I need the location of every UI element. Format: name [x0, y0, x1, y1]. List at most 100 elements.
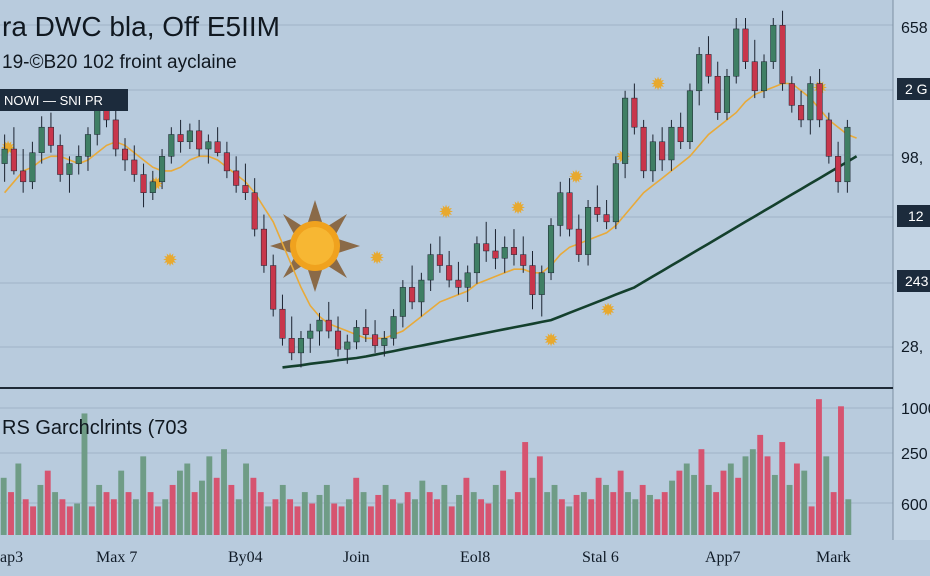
chart-subtitle: 19-©B20 102 froint ayclaine	[2, 52, 237, 73]
candle-body	[57, 145, 64, 175]
volume-bar	[764, 456, 771, 535]
volume-bar	[412, 499, 418, 535]
volume-bar	[228, 484, 235, 535]
y-badge-label: 12	[908, 208, 924, 224]
volume-bar	[419, 480, 426, 535]
candle-body	[492, 250, 499, 259]
candle-body	[353, 327, 360, 343]
ma-slow-line	[282, 155, 858, 369]
candle	[325, 301, 332, 339]
candle-body	[520, 254, 527, 266]
candle-body	[751, 61, 758, 92]
legend-tag: NOWI — SNI PR	[4, 93, 103, 108]
candle	[362, 309, 369, 342]
candle-body	[316, 319, 323, 332]
volume-bar	[331, 503, 338, 535]
volume-bar	[360, 492, 367, 535]
candle-body	[714, 75, 721, 113]
volume-title: RS Garchclrints (703	[2, 417, 188, 439]
candle-body	[835, 156, 842, 183]
candle-body	[362, 327, 369, 335]
moving-averages	[3, 82, 858, 369]
candle-body	[1, 148, 8, 164]
candle-body	[427, 254, 434, 281]
x-tick-label: Max 7	[96, 549, 137, 566]
candle	[112, 105, 119, 157]
volume-bar	[118, 470, 125, 535]
volume-bar	[0, 477, 7, 535]
volume-bar	[279, 484, 286, 535]
volume-bar	[345, 499, 352, 535]
candle	[520, 236, 527, 273]
volume-bar	[177, 470, 183, 535]
volume-bar	[272, 499, 279, 535]
candle-body	[473, 243, 480, 274]
candle	[603, 200, 610, 230]
candle	[649, 134, 656, 182]
candle-body	[159, 156, 166, 183]
y-badge-label: 243	[905, 273, 929, 289]
volume-bar	[661, 492, 668, 535]
candle	[140, 163, 147, 208]
candle-body	[112, 119, 119, 150]
volume-bar	[691, 474, 698, 535]
x-tick-label: Eol8	[460, 549, 490, 566]
volume-bar	[96, 484, 103, 535]
candle	[446, 250, 453, 288]
volume-bar	[544, 492, 551, 535]
candle	[75, 145, 82, 175]
volume-bar	[632, 499, 639, 535]
candle-body	[288, 338, 295, 354]
candle-body	[779, 25, 786, 84]
volume-bar	[338, 506, 345, 535]
candle-body	[131, 159, 138, 175]
candle-body	[446, 265, 453, 281]
candle	[29, 141, 36, 190]
volume-bar	[8, 492, 14, 535]
volume-bar	[625, 492, 631, 535]
candle	[297, 331, 305, 368]
x-tick-label: ap3	[0, 549, 23, 566]
volume-bar	[647, 494, 653, 535]
volume-bar	[823, 456, 830, 535]
candle	[121, 138, 129, 171]
volume-bar	[507, 499, 514, 535]
candle-body	[649, 141, 656, 172]
candle	[492, 229, 499, 270]
volume-bar	[125, 492, 132, 535]
candle	[427, 243, 434, 291]
candle	[38, 116, 45, 164]
candle	[825, 112, 832, 164]
legend-tag-box	[0, 89, 128, 111]
candle	[538, 265, 545, 317]
candle-body	[168, 134, 175, 157]
volume-bar	[566, 506, 573, 535]
candle	[131, 145, 138, 182]
volume-bar	[199, 480, 205, 535]
candle	[483, 221, 490, 262]
volume-bar	[132, 499, 139, 535]
candle-body	[390, 316, 397, 339]
candle-body	[279, 308, 286, 339]
candle	[668, 119, 675, 171]
candle	[464, 265, 471, 302]
candle-body	[10, 148, 17, 172]
candle-body	[668, 126, 675, 161]
volume-bar	[316, 494, 323, 535]
candle-body	[733, 28, 740, 77]
volume-bar	[287, 499, 294, 535]
volume-bar	[206, 456, 213, 535]
volume-bar	[463, 477, 470, 535]
candle	[760, 54, 768, 99]
candle-body	[594, 207, 601, 215]
volume-bar	[441, 484, 448, 535]
candle-body	[557, 192, 564, 226]
volume-bar	[808, 506, 815, 535]
candle-body	[233, 170, 240, 186]
chart-title: ra DWC bla, Off E5IIM	[2, 11, 280, 42]
sparkle-icon: ✹	[369, 248, 384, 269]
volume-bar	[191, 492, 198, 535]
volume-y-tick-label: 250	[901, 446, 928, 463]
candle-body	[297, 338, 305, 354]
